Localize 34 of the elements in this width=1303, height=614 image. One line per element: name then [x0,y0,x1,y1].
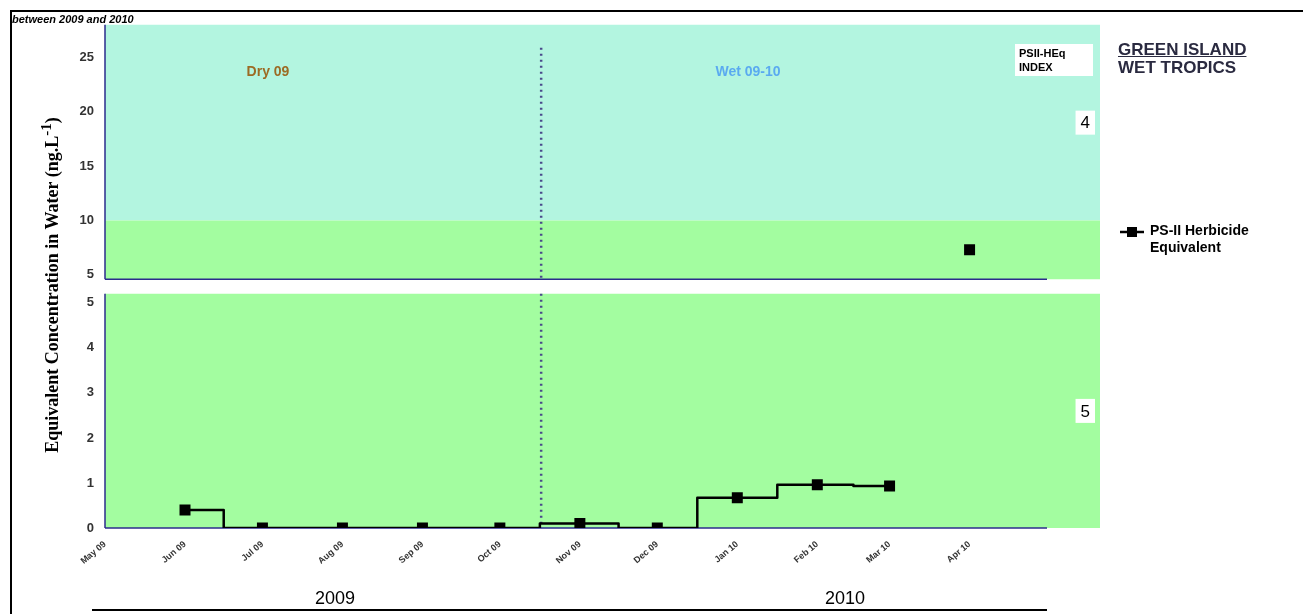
x-tick-label: Feb 10 [791,538,821,565]
y-tick-label: 3 [86,384,94,400]
y-tick-label: 4 [86,339,95,355]
x-tick-label: Mar 10 [864,538,893,565]
annotation: Wet 09-10 [715,63,781,79]
annotation: Dry 09 [246,63,290,79]
x-tick-label: May 09 [78,538,108,566]
text: WET TROPICS [1118,58,1237,77]
annotation: between 2009 and 2010 [12,13,134,25]
x-tick-label: Nov 09 [553,538,583,566]
x-tick-label: Oct 09 [475,538,503,565]
x-tick-label: Jul 09 [239,538,266,563]
y-tick-label: 2 [86,429,94,445]
y-tick-label: 10 [79,212,94,228]
y-tick-label: 5 [86,266,94,282]
x-tick-label: Aug 09 [315,538,346,566]
x-tick-label: Sep 09 [396,538,426,566]
x-tick-label: Jan 10 [712,538,741,565]
y-tick-label: 15 [79,157,94,173]
x-tick-label: Jun 09 [159,538,188,565]
y-tick-label: 0 [86,519,94,535]
text: 2009 [314,588,356,609]
y-tick-label: 20 [79,103,94,119]
y-tick-label: 5 [86,294,94,310]
band-label: 5 [1080,401,1091,421]
y-tick-label: 1 [86,474,94,490]
text: GREEN ISLAND [1118,40,1247,59]
text: 2010 [824,588,866,609]
x-tick-label: Dec 09 [631,538,661,566]
y-tick-label: 25 [79,48,94,64]
x-tick-label: Apr 10 [944,538,973,565]
annotation: PSII-HEq INDEX [1015,44,1093,76]
legend-label: PS-II Herbicide Equivalent [1150,222,1250,256]
band-label: 4 [1080,113,1091,133]
